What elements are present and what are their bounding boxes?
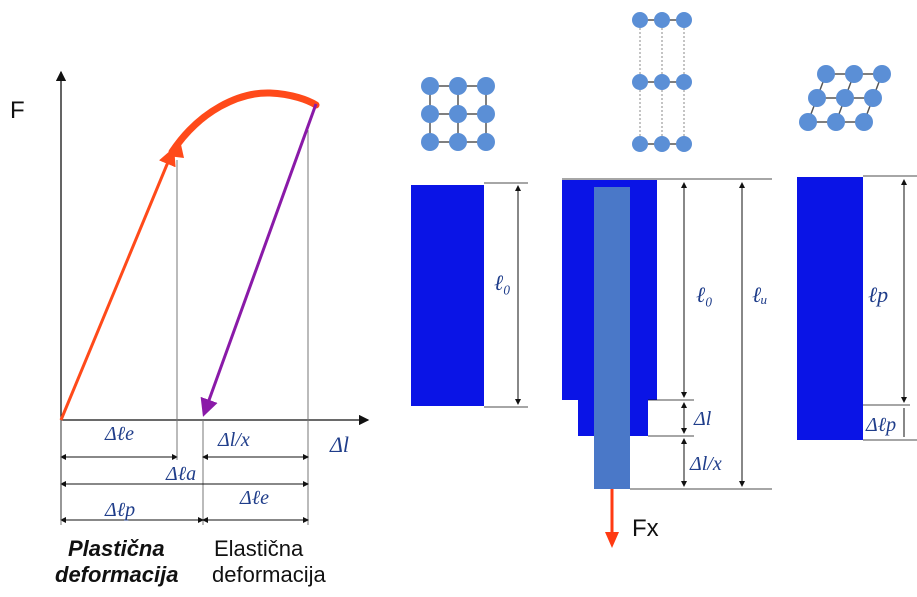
atom bbox=[817, 65, 835, 83]
atom bbox=[676, 74, 692, 90]
atom bbox=[676, 136, 692, 152]
atom bbox=[449, 77, 467, 95]
specimen-body bbox=[411, 185, 484, 406]
delta-le-top-label: Δℓe bbox=[104, 423, 134, 445]
specimen-plastic: ℓp Δℓp bbox=[797, 175, 917, 441]
atom bbox=[421, 133, 439, 151]
atom bbox=[654, 74, 670, 90]
atom bbox=[477, 105, 495, 123]
atom bbox=[864, 89, 882, 107]
atom bbox=[632, 74, 648, 90]
atom bbox=[836, 89, 854, 107]
atom bbox=[421, 77, 439, 95]
lattice-initial bbox=[421, 77, 495, 151]
atom bbox=[827, 113, 845, 131]
plastic-caption-line1: Plastična bbox=[68, 536, 165, 561]
atom bbox=[654, 136, 670, 152]
force-elongation-graph: F Δℓe Δl/x Δl Δℓa Δℓp Δℓe Plastična defo… bbox=[10, 70, 370, 587]
delta-l-label: Δl bbox=[693, 408, 712, 430]
atom bbox=[873, 65, 891, 83]
delta-lp-label: Δℓp bbox=[104, 499, 135, 521]
force-label: Fx bbox=[632, 515, 659, 542]
elastic-caption-line2: deformacija bbox=[212, 562, 326, 587]
atom bbox=[449, 105, 467, 123]
length-initial-label-2: ℓ₀ bbox=[696, 282, 713, 307]
inner-bar bbox=[594, 187, 630, 489]
atom bbox=[676, 12, 692, 28]
atom bbox=[632, 12, 648, 28]
atom bbox=[477, 77, 495, 95]
atom bbox=[799, 113, 817, 131]
delta-l-axis-label: Δl bbox=[329, 432, 349, 457]
atom bbox=[654, 12, 670, 28]
atom bbox=[845, 65, 863, 83]
plastic-curve bbox=[168, 89, 320, 156]
atom bbox=[808, 89, 826, 107]
force-arrowhead bbox=[605, 532, 619, 548]
specimen-body bbox=[797, 177, 863, 440]
atom bbox=[449, 133, 467, 151]
specimen-initial: ℓ₀ bbox=[411, 182, 528, 408]
delta-la-label: Δℓa bbox=[165, 463, 196, 485]
y-axis-label: F bbox=[10, 97, 25, 124]
specimen-loaded: ℓ₀ ℓᵤ Δl Δl/x Fx bbox=[562, 178, 772, 548]
length-plastic-label: ℓp bbox=[868, 282, 888, 307]
plastic-caption-line2: deformacija bbox=[55, 562, 179, 587]
atom bbox=[421, 105, 439, 123]
length-loaded-label: ℓᵤ bbox=[752, 282, 768, 307]
lattice-sheared bbox=[799, 65, 891, 131]
delta-le-bottom-label: Δℓe bbox=[239, 487, 269, 509]
unloading-line bbox=[200, 103, 318, 417]
elastic-caption-line1: Elastična bbox=[214, 536, 304, 561]
plastic-curve-arrow bbox=[168, 140, 184, 158]
atom bbox=[477, 133, 495, 151]
atom bbox=[632, 136, 648, 152]
delta-lx-label: Δl/x bbox=[689, 453, 722, 475]
loading-line bbox=[59, 147, 176, 421]
length-initial-label: ℓ₀ bbox=[494, 270, 511, 295]
atom bbox=[855, 113, 873, 131]
delta-lp-label: Δℓp bbox=[865, 414, 896, 436]
delta-lx-top-label: Δl/x bbox=[217, 429, 250, 451]
lattice-stretched bbox=[632, 12, 692, 152]
